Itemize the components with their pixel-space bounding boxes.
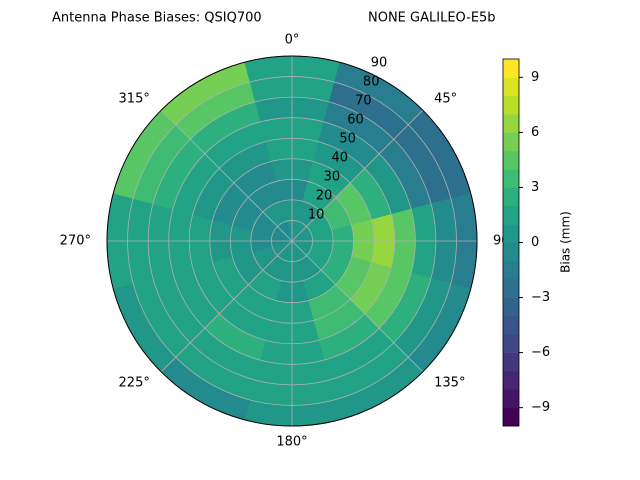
theta-tick-label: 180° [276, 435, 307, 450]
r-tick-label: 50 [339, 132, 356, 147]
r-tick-label: 90 [371, 56, 388, 71]
colorbar-band [503, 352, 519, 372]
colorbar-band [503, 279, 519, 298]
colorbar-band [503, 205, 519, 225]
r-tick-label: 60 [347, 113, 364, 128]
r-tick-label: 80 [363, 75, 380, 90]
r-tick-label: 20 [316, 189, 333, 204]
grid-spoke [160, 240, 293, 373]
colorbar-band [503, 242, 519, 262]
colorbar-band [503, 77, 519, 96]
theta-tick-label: 0° [285, 33, 300, 48]
theta-tick-label: 225° [119, 376, 150, 391]
colorbar-tick-label: 6 [531, 125, 539, 140]
polar-frame [106, 55, 478, 427]
colorbar-band [503, 315, 519, 335]
theta-tick-label: 270° [60, 234, 91, 249]
colorbar-band [503, 224, 519, 243]
r-tick-label: 10 [308, 208, 325, 223]
colorbar-band [503, 389, 519, 408]
colorbar-tick-label: 9 [531, 70, 539, 85]
chart-subtitle: NONE GALILEO-E5b [368, 11, 496, 26]
theta-tick-label: 135° [434, 376, 465, 391]
colorbar-tick-label: 0 [531, 235, 539, 250]
chart-title: Antenna Phase Biases: QSIQ700 [52, 11, 262, 26]
colorbar-band [503, 95, 519, 115]
colorbar-band [503, 59, 519, 78]
r-tick-label: 70 [355, 94, 372, 109]
colorbar-tick-label: −3 [531, 290, 550, 305]
colorbar-band [503, 187, 519, 207]
grid-spoke [160, 109, 293, 242]
theta-tick-label: 45° [434, 91, 457, 106]
colorbar-tick-label: −9 [531, 400, 550, 415]
grid-spoke [291, 109, 424, 242]
colorbar-band [503, 260, 519, 280]
r-tick-label: 40 [331, 151, 348, 166]
colorbar-band [503, 297, 519, 317]
colorbar-band [503, 370, 519, 390]
colorbar-band [503, 169, 519, 188]
colorbar-band [503, 132, 519, 152]
colorbar-band [503, 407, 519, 427]
r-tick-label: 30 [324, 170, 341, 185]
theta-tick-label: 315° [119, 91, 150, 106]
grid-spoke [291, 240, 424, 373]
colorbar-band [503, 114, 519, 133]
colorbar-label: Bias (mm) [559, 211, 573, 273]
colorbar-tick-label: −6 [531, 345, 550, 360]
colorbar-band [503, 150, 519, 170]
colorbar-tick-label: 3 [531, 180, 539, 195]
colorbar-band [503, 334, 519, 353]
